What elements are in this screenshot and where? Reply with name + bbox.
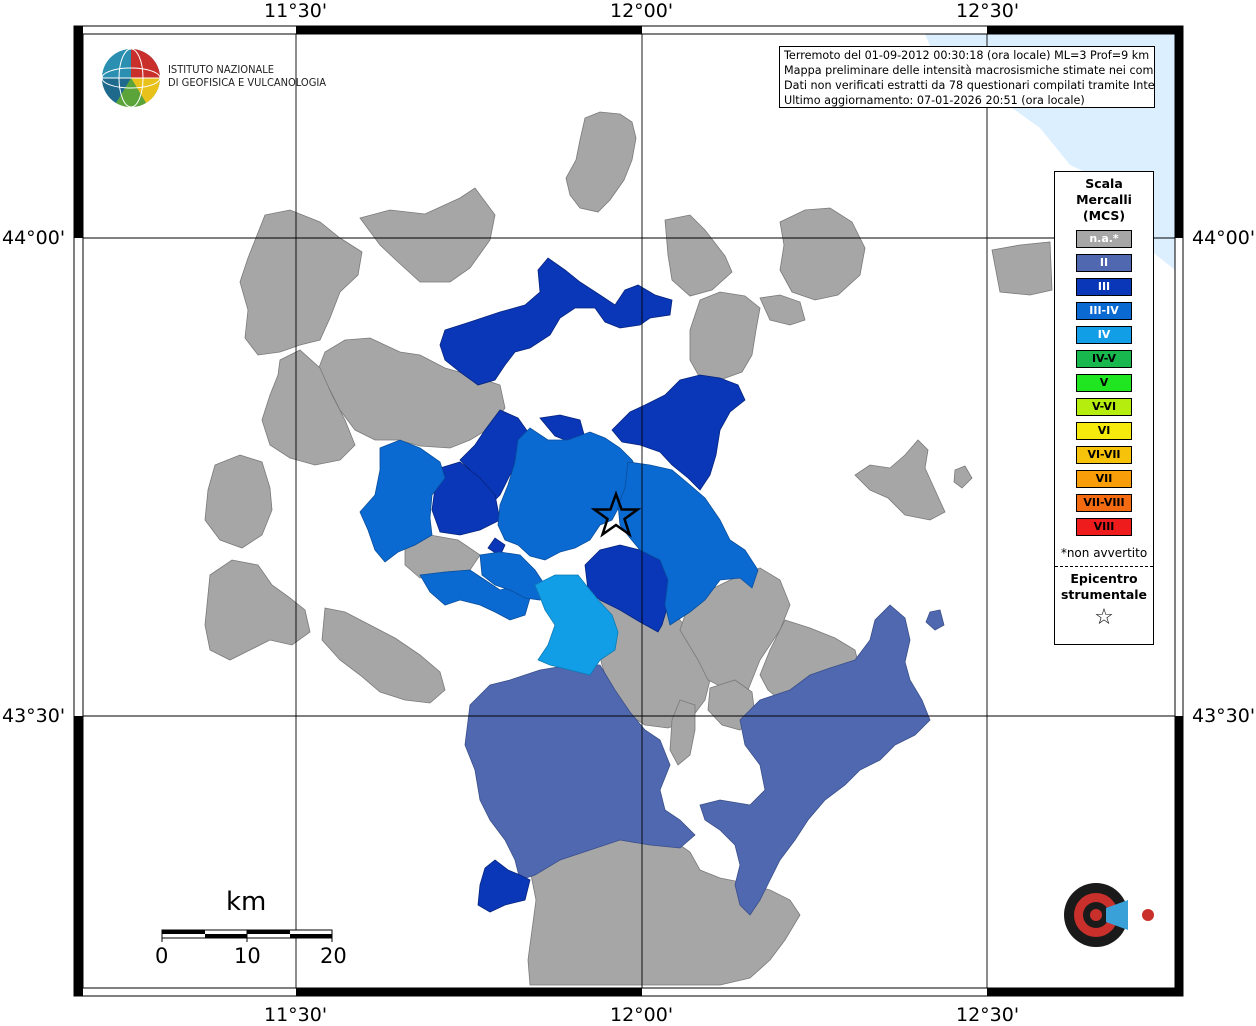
- ingv-name-line1: ISTITUTO NAZIONALE: [168, 63, 275, 76]
- legend-swatch: IV: [1076, 326, 1132, 344]
- event-info-box: Terremoto del 01-09-2012 00:30:18 (ora l…: [779, 46, 1155, 108]
- legend-swatch: n.a.*: [1076, 230, 1132, 248]
- ingv-logo-text: ISTITUTO NAZIONALE DI GEOFISICA E VULCAN…: [168, 63, 326, 89]
- municipalities-intensity-III: [431, 257, 746, 913]
- info-line-event: Terremoto del 01-09-2012 00:30:18 (ora l…: [784, 49, 1150, 62]
- legend-title-line3: (MCS): [1082, 208, 1126, 223]
- graticule: [83, 34, 1175, 988]
- legend-swatch: II: [1076, 254, 1132, 272]
- legend-swatch: VIII: [1076, 518, 1132, 536]
- lat-label-right-4330: 43°30': [1192, 705, 1256, 727]
- legend-swatch: VII: [1076, 470, 1132, 488]
- scale-bar-title: km: [226, 887, 267, 917]
- lat-label-left-4330: 43°30': [2, 705, 66, 727]
- legend-swatch: VI-VII: [1076, 446, 1132, 464]
- legend-note: *non avvertito: [1060, 546, 1148, 560]
- legend-epicenter-title: Epicentro strumentale: [1055, 571, 1153, 603]
- legend-swatch: VI: [1076, 422, 1132, 440]
- info-line-updated: Ultimo aggiornamento: 07-01-2026 20:51 (…: [784, 94, 1085, 107]
- legend-items: n.a.* II III III-IV IV IV-V V V-VI VI VI-VII VII VI…: [1055, 230, 1153, 536]
- municipalities-intensity-II: [464, 604, 945, 916]
- legend-star-icon: ☆: [1094, 605, 1114, 630]
- info-line-data: Dati non verificati estratti da 78 quest…: [784, 79, 1155, 92]
- scale-tick-20: 20: [320, 944, 347, 968]
- municipalities-intensity-IV: [534, 574, 619, 676]
- legend-swatch: V: [1076, 374, 1132, 392]
- scale-bar: [161, 929, 333, 942]
- scale-tick-10: 10: [234, 944, 261, 968]
- lon-label-top-1200: 12°00': [610, 0, 674, 22]
- lon-label-bottom-1130: 11°30': [264, 1004, 328, 1026]
- mcs-legend: Scala Mercalli (MCS) n.a.* II III III-IV IV I…: [1054, 171, 1154, 645]
- ingv-globe-icon: [101, 48, 161, 108]
- hsit-logo-icon: [1064, 883, 1154, 947]
- epicenter-star: [590, 490, 642, 538]
- municipalities-not-felt: [204, 111, 1053, 986]
- scale-tick-0: 0: [155, 944, 169, 968]
- legend-epicenter-line2: strumentale: [1060, 587, 1148, 602]
- ingv-name-line2: DI GEOFISICA E VULCANOLOGIA: [168, 76, 327, 89]
- lon-label-bottom-1200: 12°00': [610, 1004, 674, 1026]
- lon-label-bottom-1230: 12°30': [956, 1004, 1020, 1026]
- info-line-map: Mappa preliminare delle intensità macros…: [784, 64, 1155, 77]
- legend-title-line1: Scala: [1085, 176, 1123, 191]
- legend-separator: [1055, 566, 1153, 567]
- municipalities-intensity-III-IV: [359, 427, 759, 626]
- legend-swatch: IV-V: [1076, 350, 1132, 368]
- legend-epicenter-line1: Epicentro: [1070, 571, 1138, 586]
- legend-swatch: III-IV: [1076, 302, 1132, 320]
- map-frame: [73, 25, 1184, 997]
- lat-label-left-4400: 44°00': [2, 227, 66, 249]
- lon-label-top-1130: 11°30': [264, 0, 328, 22]
- legend-swatch: V-VI: [1076, 398, 1132, 416]
- legend-swatch: III: [1076, 278, 1132, 296]
- lat-label-right-4400: 44°00': [1192, 227, 1256, 249]
- legend-title: Scala Mercalli (MCS): [1055, 176, 1153, 224]
- legend-swatch: VII-VIII: [1076, 494, 1132, 512]
- legend-title-line2: Mercalli: [1076, 192, 1132, 207]
- lon-label-top-1230: 12°30': [956, 0, 1020, 22]
